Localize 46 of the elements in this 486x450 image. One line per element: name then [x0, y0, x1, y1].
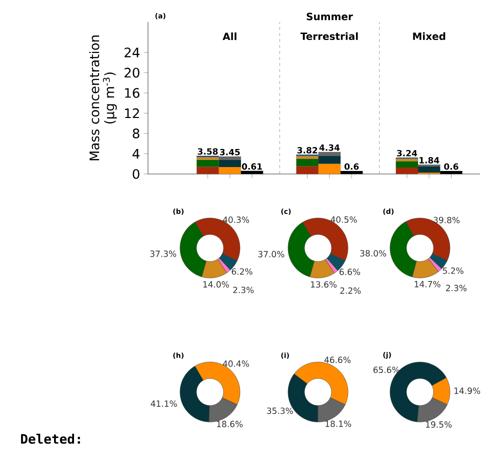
data-label: 2.2% — [340, 287, 361, 294]
data-label: 40.3% — [222, 216, 250, 223]
data-label: 2.3% — [446, 284, 467, 292]
data-label: 39.8% — [434, 216, 460, 224]
text: Deleted: — [21, 434, 80, 444]
total-label: 3.58 — [198, 148, 218, 155]
total-label: 0.61 — [242, 163, 262, 170]
total-label: 0.6 — [444, 163, 458, 170]
data-label: 41.1% — [150, 400, 177, 407]
y-tick-label: 8 — [132, 128, 140, 138]
data-label: 38.0% — [360, 250, 386, 257]
annotation: Terrestrial — [300, 32, 358, 40]
data-label: 2.3% — [233, 286, 254, 294]
data-label: 65.6% — [373, 366, 400, 374]
total-label: 3.45 — [220, 148, 240, 156]
y-axis-title: Mass concentration (μg m$^{-3}$) — [89, 36, 117, 160]
y-tick-label: 20 — [124, 68, 140, 78]
annotation: All — [222, 32, 236, 40]
y-tick-label: 0 — [132, 169, 140, 179]
data-label: 18.1% — [326, 420, 352, 427]
total-label: 4.34 — [319, 144, 340, 151]
data-label: 14.0% — [203, 281, 229, 288]
data-label: 37.3% — [150, 250, 176, 257]
total-label: 1.84 — [420, 157, 440, 164]
data-label: 18.6% — [217, 420, 243, 428]
data-label: 14.9% — [454, 388, 480, 394]
data-label: 6.2% — [232, 268, 252, 275]
y-tick-label: 16 — [125, 88, 140, 98]
data-label: 14.7% — [414, 280, 440, 288]
data-label: 37.0% — [258, 250, 284, 258]
chart-title: Summer — [306, 12, 353, 20]
total-label: 0.6 — [344, 163, 359, 170]
data-label: 5.2% — [442, 268, 464, 274]
data-label: 13.6% — [311, 281, 337, 288]
data-label: 46.6% — [324, 356, 351, 364]
data-label: 19.5% — [426, 421, 452, 428]
total-label: 3.24 — [397, 150, 418, 156]
data-label: 40.5% — [330, 216, 357, 223]
y-tick-label: 4 — [132, 148, 140, 158]
data-label: 35.3% — [267, 408, 293, 414]
annotation: Mixed — [413, 32, 446, 40]
data-label: 6.6% — [340, 268, 360, 276]
y-tick-label: 12 — [125, 108, 139, 118]
total-label: 3.82 — [297, 147, 318, 154]
data-label: 40.4% — [222, 360, 249, 367]
y-tick-label: 24 — [124, 48, 140, 58]
